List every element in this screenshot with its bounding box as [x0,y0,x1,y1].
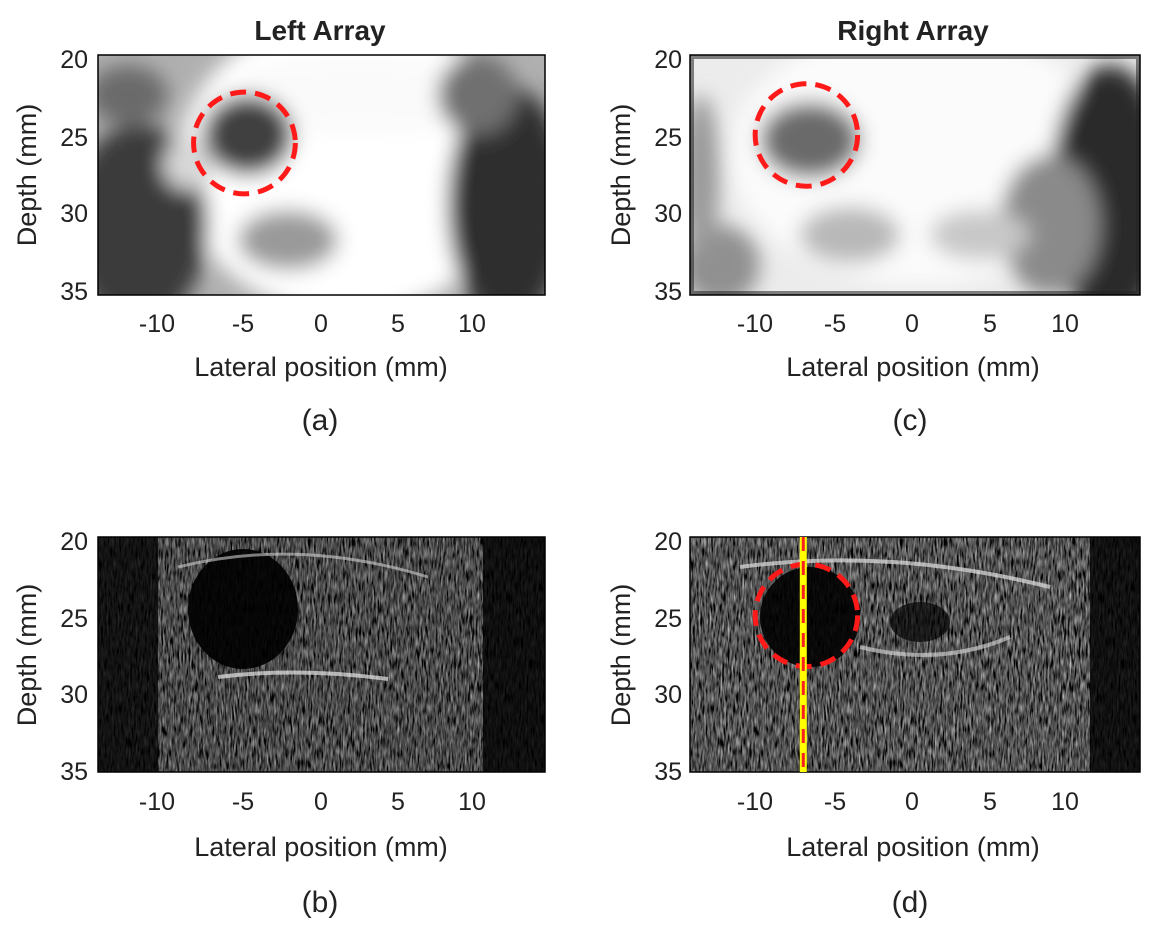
panel-d-ylabel: Depth (mm) [606,584,636,727]
panel-c-ylabel: Depth (mm) [606,104,636,247]
panel-c-caption: (c) [893,404,928,437]
panel-c-xtick: 0 [905,310,919,338]
panel-c: Right Array -10 -5 [606,15,1141,437]
panel-a-xtick: 10 [458,310,486,338]
panel-c-ytick: 20 [654,46,682,74]
panel-a-ytick: 30 [60,200,88,228]
panel-c-xtick: -5 [824,310,846,338]
panel-d-yticks: 20 25 30 35 [654,528,682,786]
panel-d-ytick: 30 [654,681,682,709]
panel-a: Left Array -10 -5 [12,15,546,437]
panel-a-ytick: 25 [60,124,88,152]
panel-b-xlabel: Lateral position (mm) [194,832,448,862]
panel-d-xtick: 5 [983,788,997,816]
panel-a-ylabel: Depth (mm) [12,104,42,247]
panel-c-ytick: 30 [654,200,682,228]
panel-c-xtick: -10 [737,310,773,338]
panel-a-xticks: -10 -5 0 5 10 [139,310,486,338]
panel-a-title: Left Array [254,15,386,46]
panel-c-circle [752,81,861,189]
panel-b-ytick: 35 [60,758,88,786]
panel-d-caption: (d) [892,886,929,919]
panel-a-ytick: 20 [60,46,88,74]
panel-c-xtick: 10 [1051,310,1079,338]
panel-a-xtick: 0 [314,310,328,338]
panel-b-xtick: -10 [139,788,175,816]
panel-b-caption: (b) [302,886,339,919]
panel-b-xtick: -5 [232,788,254,816]
panel-d-xticks: -10 -5 0 5 10 [737,788,1079,816]
panel-a-circle [191,89,298,197]
panel-c-yticks: 20 25 30 35 [654,46,682,306]
panel-a-xtick: -10 [139,310,175,338]
panel-d: -10 -5 0 5 10 20 25 30 35 Lateral positi… [606,528,1141,919]
panel-b: -10 -5 0 5 10 20 25 30 35 Lateral positi… [12,528,546,919]
panel-a-image [97,54,546,296]
panel-b-ylabel: Depth (mm) [12,584,42,727]
panel-b-image [97,536,546,773]
panel-b-yticks: 20 25 30 35 [60,528,88,786]
panel-a-xlabel: Lateral position (mm) [194,352,448,382]
panel-a-yticks: 20 25 30 35 [60,46,88,306]
panel-c-xtick: 5 [983,310,997,338]
panel-b-ytick: 30 [60,681,88,709]
panel-c-image [689,54,1141,296]
panel-b-ytick: 25 [60,605,88,633]
panel-b-xticks: -10 -5 0 5 10 [139,788,486,816]
panel-c-xlabel: Lateral position (mm) [786,352,1040,382]
panel-d-xlabel: Lateral position (mm) [786,832,1040,862]
panel-b-xtick: 5 [391,788,405,816]
panel-a-xtick: -5 [232,310,254,338]
panel-c-ytick: 35 [654,278,682,306]
panel-d-xtick: -5 [824,788,846,816]
panel-b-ytick: 20 [60,528,88,556]
panel-b-xtick: 0 [314,788,328,816]
panel-d-xtick: -10 [737,788,773,816]
panel-d-ytick: 25 [654,605,682,633]
panel-d-image [689,536,1141,773]
panel-b-xtick: 10 [458,788,486,816]
panel-d-xtick: 10 [1051,788,1079,816]
panel-c-xticks: -10 -5 0 5 10 [737,310,1079,338]
panel-d-xtick: 0 [905,788,919,816]
panel-c-ytick: 25 [654,124,682,152]
panel-a-ytick: 35 [60,278,88,306]
panel-d-ytick: 20 [654,528,682,556]
panel-a-caption: (a) [302,404,339,437]
panel-c-title: Right Array [837,15,989,46]
panel-a-xtick: 5 [391,310,405,338]
panel-d-ytick: 35 [654,758,682,786]
